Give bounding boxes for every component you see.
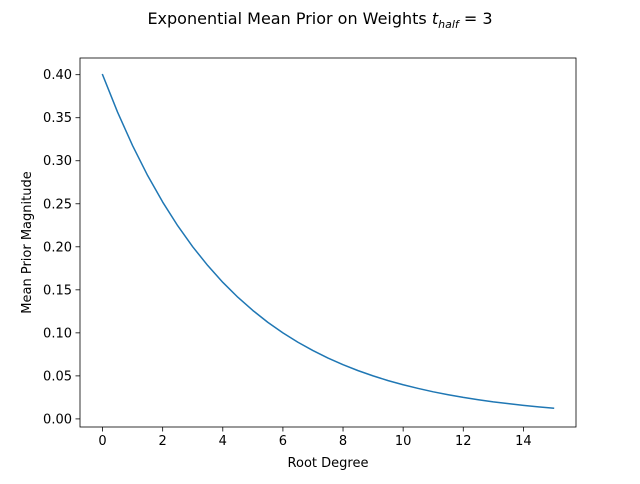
x-tick-label: 12 xyxy=(455,434,472,449)
x-tick-label: 10 xyxy=(395,434,412,449)
x-tick-label: 2 xyxy=(159,434,167,449)
x-tick-label: 8 xyxy=(339,434,347,449)
y-tick-label: 0.25 xyxy=(43,197,72,212)
x-tick-label: 0 xyxy=(98,434,106,449)
x-tick-label: 4 xyxy=(219,434,227,449)
plot-frame xyxy=(79,57,577,428)
chart-title-subscript: half xyxy=(438,18,461,31)
y-tick-label: 0.15 xyxy=(43,283,72,298)
axis-ticks: 0 2 4 6 8 10 12 14 0.00 0.05 0.10 0.15 0.20 0.25 0.30 0… xyxy=(43,68,532,449)
y-tick-label: 0.05 xyxy=(43,369,72,384)
y-axis-label: Mean Prior Magnitude xyxy=(20,171,35,313)
y-tick-label: 0.00 xyxy=(43,412,72,427)
chart-title-variable: t xyxy=(432,9,439,28)
x-axis-label: Root Degree xyxy=(288,456,369,471)
y-tick-label: 0.40 xyxy=(43,68,72,83)
chart-title-main: Exponential Mean Prior on Weights xyxy=(147,9,431,28)
y-tick-label: 0.30 xyxy=(43,154,72,169)
y-tick-label: 0.20 xyxy=(43,240,72,255)
chart-title: Exponential Mean Prior on Weights thalf … xyxy=(147,9,492,31)
x-tick-label: 6 xyxy=(279,434,287,449)
y-tick-label: 0.35 xyxy=(43,111,72,126)
series-line xyxy=(101,73,555,409)
x-tick-label: 14 xyxy=(515,434,532,449)
chart-title-tail: = 3 xyxy=(459,9,493,28)
y-tick-label: 0.10 xyxy=(43,326,72,341)
